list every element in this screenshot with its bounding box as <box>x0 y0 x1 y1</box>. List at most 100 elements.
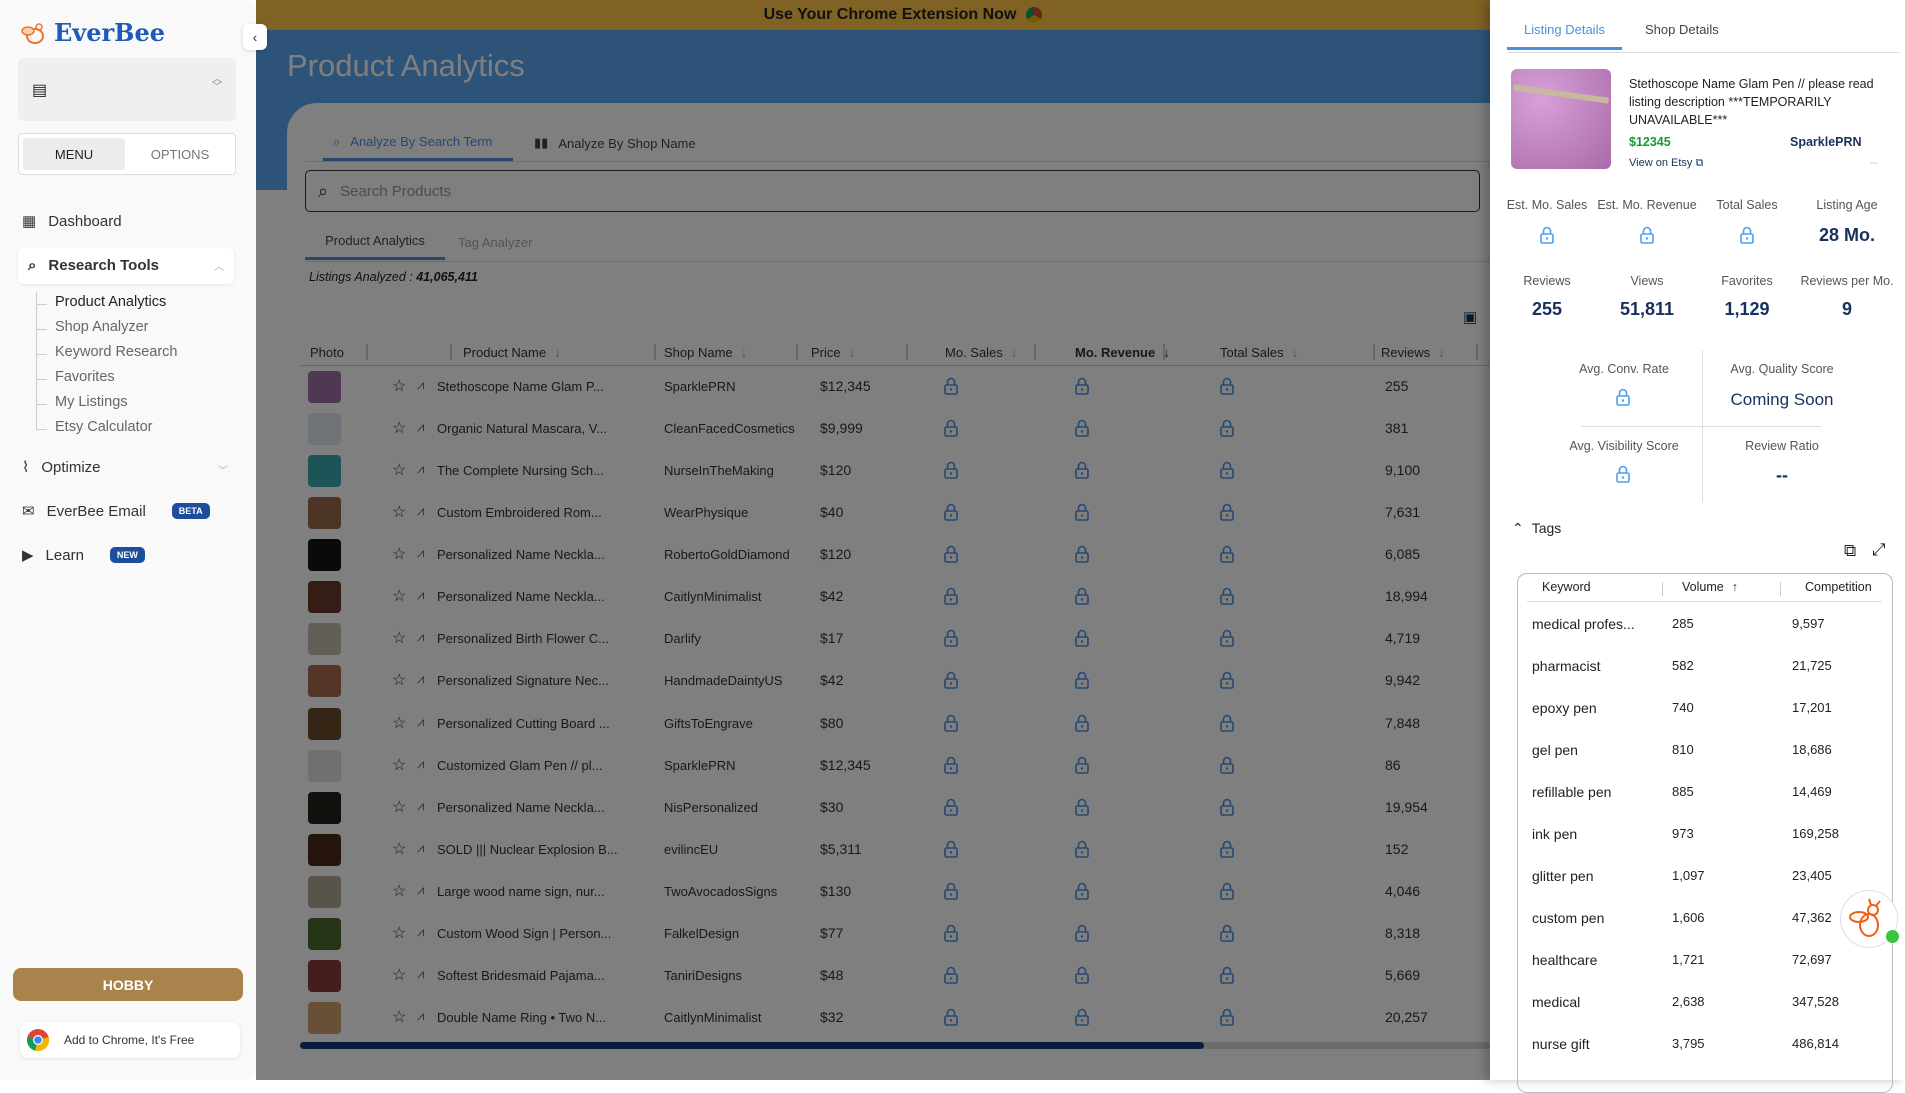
nav-dashboard[interactable]: ▦ Dashboard <box>22 212 122 231</box>
visibility-score-label: Avg. Visibility Score <box>1569 439 1679 453</box>
divider <box>1581 426 1821 427</box>
listing-extra: -- <box>1870 157 1878 169</box>
stat-value: 51,811 <box>1619 299 1675 319</box>
lock-icon[interactable] <box>1640 226 1654 249</box>
store-selector[interactable]: ▤ ︿ ﹀ <box>18 58 236 121</box>
tags-toggle[interactable]: ⌃ Tags <box>1512 520 1561 537</box>
tag-competition: 9,597 <box>1792 616 1825 631</box>
listing-price: $12345 <box>1629 135 1671 149</box>
nav-learn[interactable]: ▶ Learn NEW <box>22 546 145 564</box>
nav-everbee-email[interactable]: ✉ EverBee Email BETA <box>22 502 210 520</box>
quality-score-value: Coming Soon <box>1730 390 1834 409</box>
tag-row[interactable]: refillable pen 885 14,469 <box>1518 772 1892 814</box>
review-ratio-label: Review Ratio <box>1745 439 1819 453</box>
dashboard-icon: ▦ <box>22 213 37 230</box>
tree-line <box>36 292 37 430</box>
stat-value: 1,129 <box>1724 299 1770 319</box>
subnav-item[interactable]: My Listings <box>55 394 128 410</box>
link-label: View on Etsy <box>1629 157 1693 169</box>
subnav-item[interactable]: Keyword Research <box>55 344 178 360</box>
chevron-up-icon: ⌃ <box>1512 520 1524 536</box>
everbee-assistant-button[interactable] <box>1840 890 1899 948</box>
tag-row[interactable]: medical profes... 285 9,597 <box>1518 604 1892 646</box>
stat-label: Reviews <box>1523 274 1571 288</box>
view-on-etsy-link[interactable]: View on Etsy ⧉ <box>1629 157 1703 170</box>
tag-volume: 3,795 <box>1672 1036 1705 1051</box>
collapse-sidebar-button[interactable]: ‹ <box>243 24 267 50</box>
tag-competition: 18,686 <box>1792 742 1832 757</box>
tag-row[interactable]: ink pen 973 169,258 <box>1518 814 1892 856</box>
learn-icon: ▶ <box>22 547 34 564</box>
nav-label: Dashboard <box>48 212 122 230</box>
sort-up-icon: ↑ <box>1731 580 1738 594</box>
new-badge: NEW <box>109 547 145 563</box>
tag-volume: 740 <box>1672 700 1694 715</box>
tag-volume: 2,638 <box>1672 994 1705 1009</box>
lock-icon[interactable] <box>1740 226 1754 249</box>
tag-keyword: gel pen <box>1532 742 1578 758</box>
nav-label: Research Tools <box>48 257 160 274</box>
menu-toggle[interactable]: MENU <box>23 138 125 170</box>
copy-icon[interactable]: ⧉ <box>1844 541 1857 560</box>
tag-keyword: custom pen <box>1532 910 1605 926</box>
column-label: Keyword <box>1542 580 1591 594</box>
tag-volume: 885 <box>1672 784 1694 799</box>
tag-column-header[interactable]: Keyword <box>1542 580 1591 594</box>
tag-competition: 72,697 <box>1792 952 1832 967</box>
tag-competition: 17,201 <box>1792 700 1832 715</box>
tag-volume: 1,606 <box>1672 910 1705 925</box>
conv-rate-label: Avg. Conv. Rate <box>1579 362 1669 376</box>
options-toggle[interactable]: OPTIONS <box>150 146 210 162</box>
subnav-item[interactable]: Etsy Calculator <box>55 419 153 435</box>
column-separator[interactable] <box>1780 582 1781 596</box>
logo[interactable]: EverBee <box>20 18 165 47</box>
tag-row[interactable]: epoxy pen 740 17,201 <box>1518 688 1892 730</box>
subnav-item[interactable]: Shop Analyzer <box>55 319 149 335</box>
lock-icon <box>1616 388 1630 411</box>
shop-link[interactable]: SparklePRN <box>1790 135 1862 149</box>
tag-column-header[interactable]: Competition <box>1805 580 1872 594</box>
subnav-item[interactable]: Favorites <box>55 369 115 385</box>
tab-listing-details[interactable]: Listing Details <box>1507 18 1622 50</box>
tag-row[interactable]: custom pen 1,606 47,362 <box>1518 898 1892 940</box>
tag-keyword: glitter pen <box>1532 868 1594 884</box>
chevron-updown-icon: ︿ ﹀ <box>212 74 222 93</box>
sidebar: EverBee ▤ ︿ ﹀ MENU OPTIONS ▦ Dashboard ⌕ Re… <box>0 0 256 1080</box>
tab-shop-details[interactable]: Shop Details <box>1645 22 1719 37</box>
tree-branch <box>37 429 47 430</box>
tag-competition: 23,405 <box>1792 868 1832 883</box>
subnav-item[interactable]: Product Analytics <box>55 294 167 310</box>
tag-column-header[interactable]: Volume ↑ <box>1682 580 1738 594</box>
stat-label: Reviews per Mo. <box>1800 274 1894 288</box>
tag-volume: 810 <box>1672 742 1694 757</box>
tag-row[interactable]: healthcare 1,721 72,697 <box>1518 940 1892 982</box>
menu-options-toggle: MENU OPTIONS <box>18 133 236 175</box>
nav-research-tools[interactable]: ⌕ Research Tools ︿ <box>18 248 234 284</box>
tag-row[interactable]: nurse gift 3,795 486,814 <box>1518 1024 1892 1066</box>
tag-row[interactable]: glitter pen 1,097 23,405 <box>1518 856 1892 898</box>
tag-keyword: pharmacist <box>1532 658 1601 674</box>
quality-score-label: Avg. Quality Score <box>1730 362 1834 376</box>
tree-branch <box>37 404 47 405</box>
expand-icon[interactable]: ⤢ <box>1872 540 1886 559</box>
tag-volume: 285 <box>1672 616 1694 631</box>
tag-competition: 21,725 <box>1792 658 1832 673</box>
mail-icon: ✉ <box>22 503 35 520</box>
column-separator[interactable] <box>1662 582 1663 596</box>
tag-competition: 347,528 <box>1792 994 1839 1009</box>
tag-row[interactable]: medical 2,638 347,528 <box>1518 982 1892 1024</box>
modal-backdrop[interactable] <box>256 0 1490 1080</box>
plan-button[interactable]: HOBBY <box>13 968 243 1001</box>
tag-row[interactable]: pharmacist 582 21,725 <box>1518 646 1892 688</box>
add-to-chrome-button[interactable]: Add to Chrome, It's Free <box>20 1022 240 1058</box>
chrome-icon <box>27 1029 50 1052</box>
bee-icon <box>1849 898 1881 937</box>
tags-title: Tags <box>1531 520 1562 536</box>
nav-label: EverBee Email <box>46 502 146 520</box>
pulse-icon: ⌇ <box>22 459 30 476</box>
listing-image[interactable] <box>1511 69 1611 169</box>
tag-volume: 973 <box>1672 826 1694 841</box>
nav-optimize[interactable]: ⌇ Optimize <box>22 458 101 477</box>
lock-icon[interactable] <box>1540 226 1554 249</box>
tag-row[interactable]: gel pen 810 18,686 <box>1518 730 1892 772</box>
